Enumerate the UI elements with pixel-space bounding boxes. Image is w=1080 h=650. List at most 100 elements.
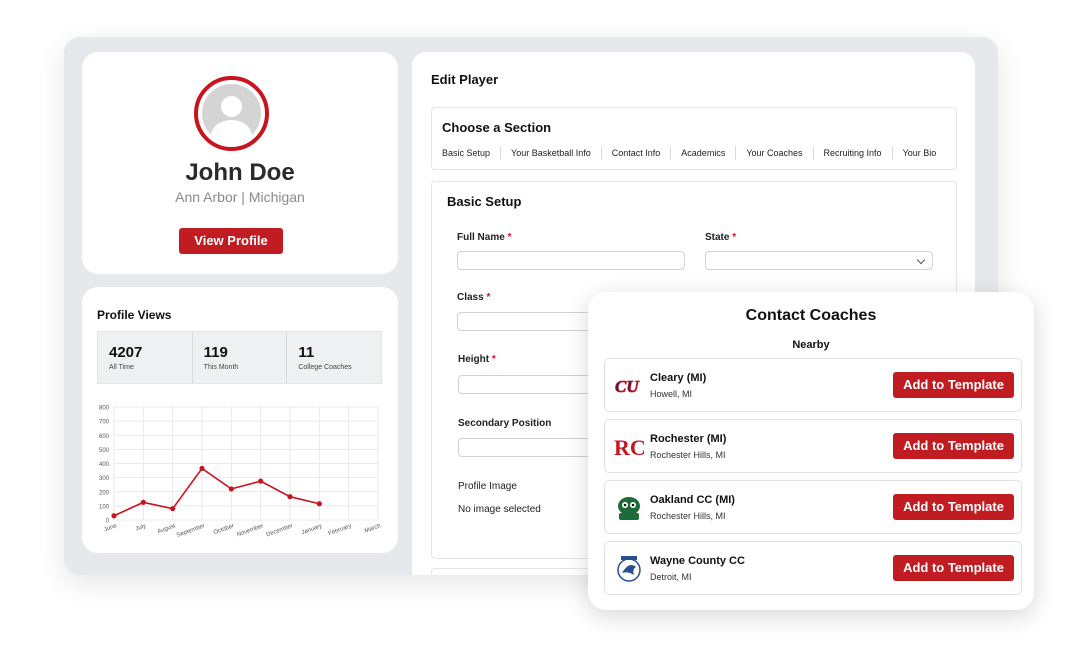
profile-views-card: Profile Views 4207 All Time 119 This Mon… xyxy=(82,287,398,553)
tab-your-bio[interactable]: Your Bio xyxy=(902,148,937,158)
chart-data-point xyxy=(199,465,205,472)
contact-coaches-title: Contact Coaches xyxy=(745,307,877,324)
profile-views-title: Profile Views xyxy=(97,308,172,322)
chart-x-tick-label: November xyxy=(236,523,264,538)
chart-y-tick-label: 0 xyxy=(106,519,110,525)
stat-label: College Coaches xyxy=(298,364,352,371)
chart-x-tick-label: December xyxy=(266,523,294,538)
add-to-template-button[interactable]: Add to Template xyxy=(893,494,1014,520)
chart-data-point xyxy=(170,506,176,512)
chart-x-tick-label: September xyxy=(176,523,206,539)
chart-data-point xyxy=(316,501,322,507)
choose-section-title: Choose a Section xyxy=(442,120,552,135)
secondary-position-label: Secondary Position xyxy=(458,418,552,429)
tab-your-coaches[interactable]: Your Coaches xyxy=(736,146,814,160)
state-select[interactable] xyxy=(705,251,933,270)
edit-player-title: Edit Player xyxy=(431,72,499,87)
full-name-label-text: Full Name xyxy=(457,232,505,243)
height-label-text: Height xyxy=(458,354,490,365)
oakland-owl-logo-icon xyxy=(618,497,640,520)
chart-x-tick-label: March xyxy=(364,523,382,534)
required-mark: * xyxy=(486,292,491,303)
profile-image-status[interactable]: No image selected xyxy=(458,504,541,515)
tab-basic-setup[interactable]: Basic Setup xyxy=(442,146,502,160)
rochester-logo-icon: RC xyxy=(614,435,644,460)
nearby-label: Nearby xyxy=(792,339,830,351)
chart-y-tick-label: 400 xyxy=(99,462,110,468)
wayne-eagle-logo-icon xyxy=(617,556,641,582)
chart-x-tick-label: January xyxy=(301,523,323,536)
chart-y-tick-label: 800 xyxy=(99,406,110,412)
chart-x-tick-label: October xyxy=(213,523,235,536)
chart-y-tick-label: 200 xyxy=(99,490,110,496)
state-label: State * xyxy=(705,232,736,243)
full-name-input[interactable] xyxy=(457,251,685,270)
chart-data-point xyxy=(228,486,234,492)
chart-data-point xyxy=(111,513,117,519)
avatar xyxy=(194,76,269,151)
chart-data-point xyxy=(258,478,264,484)
required-mark: * xyxy=(732,232,737,243)
coach-city: Detroit, MI xyxy=(650,572,692,582)
coach-city: Howell, MI xyxy=(650,389,693,399)
height-label: Height * xyxy=(458,354,496,365)
player-location: Ann Arbor | Michigan xyxy=(175,189,305,205)
chart-y-tick-label: 700 xyxy=(99,420,110,426)
class-label-text: Class xyxy=(457,292,484,303)
avatar-placeholder-icon xyxy=(202,84,261,143)
chart-data-point xyxy=(140,499,146,505)
chart-x-tick-label: June xyxy=(103,523,118,533)
svg-text:CU: CU xyxy=(615,377,639,396)
chart-x-tick-label: July xyxy=(135,523,147,532)
chart-y-tick-label: 500 xyxy=(99,448,110,454)
tab-basketball-info[interactable]: Your Basketball Info xyxy=(501,146,602,160)
choose-section-box: Choose a Section Basic Setup Your Basket… xyxy=(431,107,957,170)
stat-college-coaches: 11 College Coaches xyxy=(287,332,381,383)
player-name: John Doe xyxy=(185,159,295,186)
contact-coaches-card: Contact Coaches Nearby CU Cleary (MI) Ho… xyxy=(588,292,1034,610)
chart-x-tick-label: August xyxy=(157,523,177,535)
tab-recruiting-info[interactable]: Recruiting Info xyxy=(814,146,893,160)
cleary-logo-icon: CU xyxy=(615,377,640,397)
tab-contact-info[interactable]: Contact Info xyxy=(602,146,672,160)
class-label: Class * xyxy=(457,292,490,303)
profile-image-label: Profile Image xyxy=(458,481,517,492)
stat-label: All Time xyxy=(109,364,134,371)
coach-city: Rochester Hills, MI xyxy=(650,511,726,521)
stat-all-time: 4207 All Time xyxy=(98,332,193,383)
section-tabs: Basic Setup Your Basketball Info Contact… xyxy=(442,146,936,160)
view-profile-button[interactable]: View Profile xyxy=(179,228,283,254)
basic-setup-title: Basic Setup xyxy=(447,194,522,209)
add-to-template-button[interactable]: Add to Template xyxy=(893,372,1014,398)
chart-y-tick-label: 100 xyxy=(99,504,110,510)
stat-value: 119 xyxy=(203,344,228,361)
add-to-template-button[interactable]: Add to Template xyxy=(893,555,1014,581)
chart-y-tick-label: 600 xyxy=(99,434,110,440)
chart-data-point xyxy=(287,494,293,500)
stats-strip: 4207 All Time 119 This Month 11 College … xyxy=(97,331,382,384)
required-mark: * xyxy=(507,232,512,243)
coach-city: Rochester Hills, MI xyxy=(650,450,726,460)
stat-label: This Month xyxy=(203,364,239,371)
required-mark: * xyxy=(491,354,496,365)
stat-this-month: 119 This Month xyxy=(193,332,288,383)
coach-name: Oakland CC (MI) xyxy=(650,494,735,506)
coach-name: Cleary (MI) xyxy=(650,372,707,384)
coach-row-oakland: Oakland CC (MI) Rochester Hills, MI Add … xyxy=(604,480,1022,534)
tab-academics[interactable]: Academics xyxy=(671,146,737,160)
chevron-down-icon xyxy=(916,255,926,265)
full-name-label: Full Name * xyxy=(457,232,511,243)
chart-x-tick-label: February xyxy=(328,523,353,537)
coach-row-cleary: CU Cleary (MI) Howell, MI Add to Templat… xyxy=(604,358,1022,412)
state-label-text: State xyxy=(705,232,730,243)
coach-name: Rochester (MI) xyxy=(650,433,727,445)
coach-row-wayne: Wayne County CC Detroit, MI Add to Templ… xyxy=(604,541,1022,595)
profile-card: John Doe Ann Arbor | Michigan View Profi… xyxy=(82,52,398,274)
svg-text:RC: RC xyxy=(614,435,644,460)
coach-row-rochester: RC Rochester (MI) Rochester Hills, MI Ad… xyxy=(604,419,1022,473)
stat-value: 11 xyxy=(298,344,315,361)
stat-value: 4207 xyxy=(109,344,143,361)
chart-y-tick-label: 300 xyxy=(99,476,110,482)
chart-series-line xyxy=(113,467,320,517)
add-to-template-button[interactable]: Add to Template xyxy=(893,433,1014,459)
